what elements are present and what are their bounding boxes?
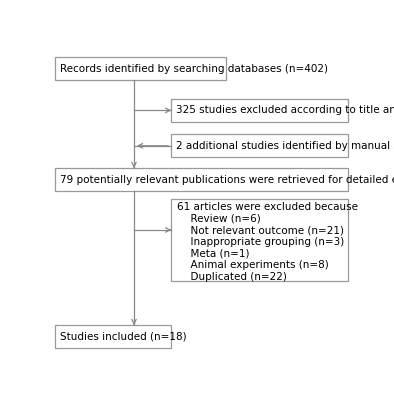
Text: 61 articles were excluded because: 61 articles were excluded because [177, 202, 359, 212]
FancyBboxPatch shape [55, 57, 226, 80]
Text: Meta (n=1): Meta (n=1) [184, 248, 249, 258]
Text: Studies included (n=18): Studies included (n=18) [60, 332, 187, 342]
Text: 2 additional studies identified by manual search: 2 additional studies identified by manua… [176, 141, 394, 151]
Text: Duplicated (n=22): Duplicated (n=22) [184, 272, 286, 282]
Text: Review (n=6): Review (n=6) [184, 213, 260, 223]
Text: Records identified by searching databases (n=402): Records identified by searching database… [60, 64, 328, 74]
Text: Animal experiments (n=8): Animal experiments (n=8) [184, 260, 328, 270]
Text: 79 potentially relevant publications were retrieved for detailed evaluation: 79 potentially relevant publications wer… [60, 175, 394, 185]
Text: 325 studies excluded according to title and abstract: 325 studies excluded according to title … [176, 105, 394, 115]
FancyBboxPatch shape [55, 325, 171, 348]
Text: Inappropriate grouping (n=3): Inappropriate grouping (n=3) [184, 237, 344, 247]
FancyBboxPatch shape [55, 168, 348, 191]
FancyBboxPatch shape [171, 134, 348, 157]
FancyBboxPatch shape [171, 99, 348, 122]
FancyBboxPatch shape [171, 199, 348, 280]
Text: Not relevant outcome (n=21): Not relevant outcome (n=21) [184, 225, 344, 235]
